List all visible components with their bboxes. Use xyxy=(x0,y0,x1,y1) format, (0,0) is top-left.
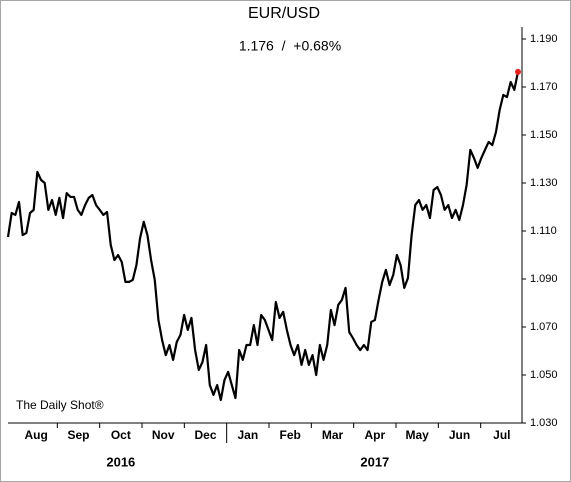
x-tick-label: Mar xyxy=(322,428,344,442)
x-tick-label: Nov xyxy=(152,428,175,442)
y-tick-label: 1.130 xyxy=(530,177,558,189)
x-tick-label: Apr xyxy=(364,428,385,442)
y-tick-label: 1.070 xyxy=(530,321,558,333)
y-tick-label: 1.090 xyxy=(530,273,558,285)
source-note: The Daily Shot® xyxy=(16,398,104,412)
last-point xyxy=(515,68,521,75)
price-line xyxy=(6,71,520,402)
y-tick-label: 1.030 xyxy=(530,417,558,429)
x-tick-label: Dec xyxy=(194,428,216,442)
x-tick-label: Jul xyxy=(493,428,510,442)
x-tick-label: Oct xyxy=(111,428,131,442)
y-tick-label: 1.150 xyxy=(530,129,558,141)
x-tick-label: Feb xyxy=(279,428,300,442)
chart-subtitle: 1.176 / +0.68% xyxy=(239,38,341,54)
x-tick-label: Aug xyxy=(25,428,48,442)
year-label: 2017 xyxy=(360,454,389,469)
y-tick-label: 1.050 xyxy=(530,369,558,381)
x-tick-label: Jun xyxy=(449,428,470,442)
chart-title: EUR/USD xyxy=(248,5,320,22)
y-tick-label: 1.110 xyxy=(530,225,557,237)
x-tick-label: Jan xyxy=(237,428,258,442)
y-tick-label: 1.170 xyxy=(530,81,558,93)
year-label: 2016 xyxy=(106,454,135,469)
x-tick-label: May xyxy=(405,428,429,442)
x-tick-label: Sep xyxy=(67,428,89,442)
y-tick-label: 1.190 xyxy=(530,33,558,45)
